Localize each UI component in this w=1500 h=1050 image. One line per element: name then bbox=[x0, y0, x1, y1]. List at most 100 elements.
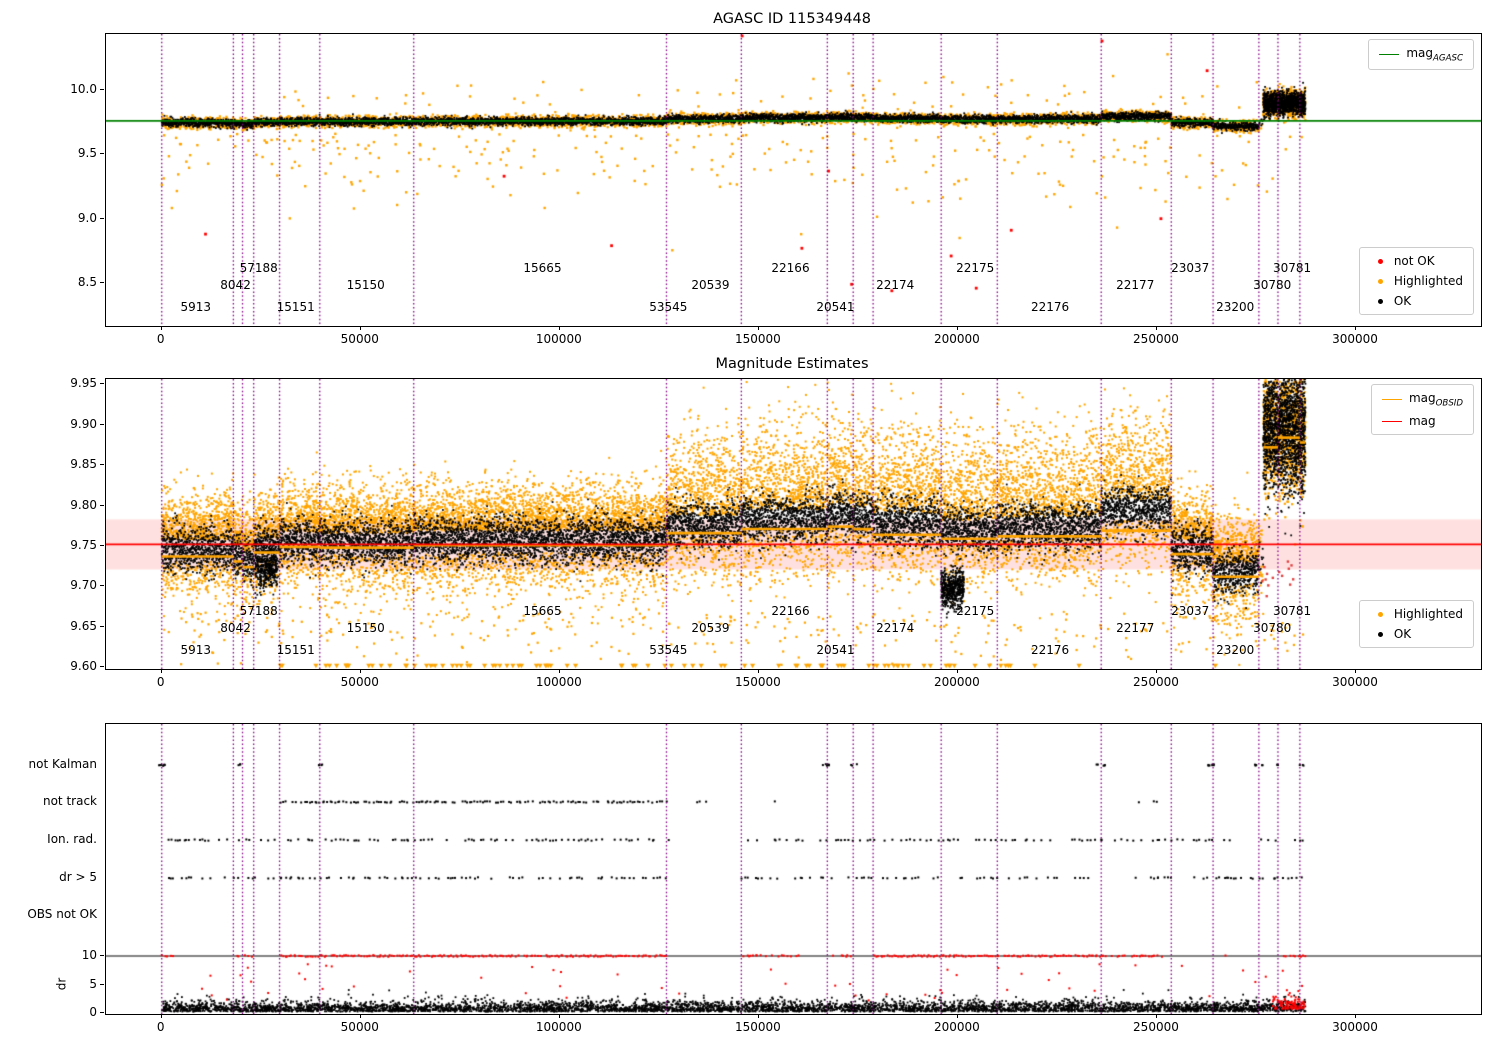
x-tick-label: 0 bbox=[156, 1020, 165, 1034]
legend-marker-icon bbox=[1377, 258, 1383, 264]
y-tick bbox=[100, 585, 104, 587]
obsid-annotation: 22166 bbox=[771, 604, 810, 618]
y-tick-label: 9.70 bbox=[70, 578, 97, 593]
y-tick bbox=[100, 153, 104, 155]
panel-2-plot bbox=[105, 378, 1482, 670]
x-tick bbox=[757, 326, 759, 330]
obsid-annotation: 53545 bbox=[649, 300, 688, 314]
dr-tick bbox=[100, 1012, 104, 1013]
y-tick-label: 8.5 bbox=[77, 275, 97, 290]
obsid-annotation: 22177 bbox=[1116, 621, 1155, 635]
panel-1-title: AGASC ID 115349448 bbox=[713, 11, 871, 27]
x-tick-label: 300000 bbox=[1332, 1020, 1378, 1034]
y-tick-label: 9.0 bbox=[77, 210, 97, 225]
x-tick-label: 50000 bbox=[340, 675, 379, 689]
y-tick bbox=[100, 666, 104, 668]
legend-label: magAGASC bbox=[1406, 46, 1463, 64]
legend-entry: Highlighted bbox=[1370, 274, 1463, 288]
obsid-annotation: 57188 bbox=[239, 261, 278, 275]
panel-3-plot bbox=[105, 723, 1482, 1015]
obsid-annotation: 22175 bbox=[956, 261, 995, 275]
dr-tick-label: 5 bbox=[89, 976, 97, 991]
x-tick bbox=[757, 1014, 759, 1018]
y-tick bbox=[100, 217, 104, 219]
x-tick-label: 150000 bbox=[734, 1020, 781, 1034]
obsid-annotation: 22174 bbox=[876, 278, 915, 292]
x-tick-label: 300000 bbox=[1332, 332, 1378, 346]
obsid-annotation: 8042 bbox=[220, 621, 251, 635]
obsid-annotation: 20541 bbox=[816, 643, 855, 657]
x-tick bbox=[1355, 326, 1356, 330]
legend-label: mag bbox=[1408, 414, 1436, 429]
y-tick bbox=[100, 464, 104, 466]
obsid-annotation: 30780 bbox=[1253, 621, 1292, 635]
obsid-annotation: 22175 bbox=[956, 604, 995, 618]
y-tick bbox=[100, 504, 104, 506]
panel-3-canvas bbox=[106, 724, 1481, 1014]
legend-entry: Highlighted bbox=[1370, 607, 1463, 621]
x-tick-label: 200000 bbox=[934, 332, 980, 346]
y-tick-label: 9.80 bbox=[70, 497, 97, 512]
legend-line-icon bbox=[1381, 399, 1402, 401]
obsid-annotation: 15151 bbox=[276, 643, 315, 657]
legend-entry: magAGASC bbox=[1379, 46, 1463, 63]
obsid-annotation: 8042 bbox=[220, 278, 251, 292]
x-tick bbox=[1355, 669, 1356, 673]
x-tick-label: 0 bbox=[156, 332, 165, 346]
legend-line-icon bbox=[1379, 54, 1400, 56]
obsid-annotation: 15665 bbox=[523, 261, 562, 275]
y-tick bbox=[100, 423, 104, 425]
panel-2-title: Magnitude Estimates bbox=[715, 356, 869, 372]
legend-label: OK bbox=[1393, 294, 1412, 308]
x-tick bbox=[359, 326, 361, 330]
x-tick bbox=[558, 1014, 560, 1018]
dr-tick-label: 10 bbox=[81, 948, 97, 962]
panel-2-canvas bbox=[106, 379, 1481, 669]
x-tick bbox=[757, 669, 759, 673]
obsid-annotation: 15665 bbox=[523, 604, 562, 618]
x-tick-label: 250000 bbox=[1133, 332, 1179, 346]
x-tick-label: 200000 bbox=[934, 1020, 980, 1034]
x-tick-label: 50000 bbox=[340, 1020, 379, 1034]
dr-tick bbox=[100, 983, 104, 985]
panel-2-points-legend: Highlighted OK bbox=[1358, 600, 1474, 648]
flag-row-label: not Kalman bbox=[28, 757, 97, 771]
legend-label: Highlighted bbox=[1393, 274, 1463, 288]
x-tick-label: 250000 bbox=[1133, 1020, 1179, 1034]
obsid-annotation: 23200 bbox=[1216, 300, 1255, 314]
obsid-annotation: 30780 bbox=[1253, 278, 1292, 292]
obsid-annotation: 53545 bbox=[649, 643, 688, 657]
dr-axis-label: dr bbox=[54, 977, 69, 991]
obsid-annotation: 23037 bbox=[1171, 261, 1210, 275]
legend-line-icon bbox=[1381, 420, 1402, 422]
panel-1-canvas bbox=[106, 34, 1481, 326]
legend-marker-icon bbox=[1377, 298, 1383, 304]
legend-label: OK bbox=[1393, 627, 1412, 641]
x-tick bbox=[359, 1014, 361, 1018]
x-tick-label: 100000 bbox=[535, 675, 582, 689]
x-tick-label: 300000 bbox=[1332, 675, 1378, 689]
dr-tick bbox=[100, 955, 104, 956]
flag-row-label: dr > 5 bbox=[59, 870, 97, 884]
legend-marker-icon bbox=[1377, 278, 1383, 284]
x-tick-label: 0 bbox=[156, 675, 165, 689]
legend-entry: not OK bbox=[1370, 254, 1463, 268]
x-tick bbox=[1155, 326, 1157, 330]
obsid-annotation: 22174 bbox=[876, 621, 915, 635]
legend-entry: mag bbox=[1381, 414, 1463, 429]
x-tick-label: 200000 bbox=[934, 675, 980, 689]
y-tick-label: 10.0 bbox=[70, 81, 97, 96]
legend-label: not OK bbox=[1393, 254, 1435, 268]
obsid-annotation: 22177 bbox=[1116, 278, 1155, 292]
x-tick-label: 100000 bbox=[535, 332, 582, 346]
obsid-annotation: 15150 bbox=[346, 621, 385, 635]
y-tick-label: 9.75 bbox=[70, 538, 97, 553]
obsid-annotation: 57188 bbox=[239, 604, 278, 618]
y-tick bbox=[100, 88, 104, 90]
legend-label: magOBSID bbox=[1408, 391, 1463, 409]
x-tick bbox=[160, 669, 162, 673]
y-tick bbox=[100, 545, 104, 547]
obsid-annotation: 15150 bbox=[346, 278, 385, 292]
obsid-annotation: 5913 bbox=[180, 643, 212, 657]
x-tick bbox=[558, 669, 560, 673]
